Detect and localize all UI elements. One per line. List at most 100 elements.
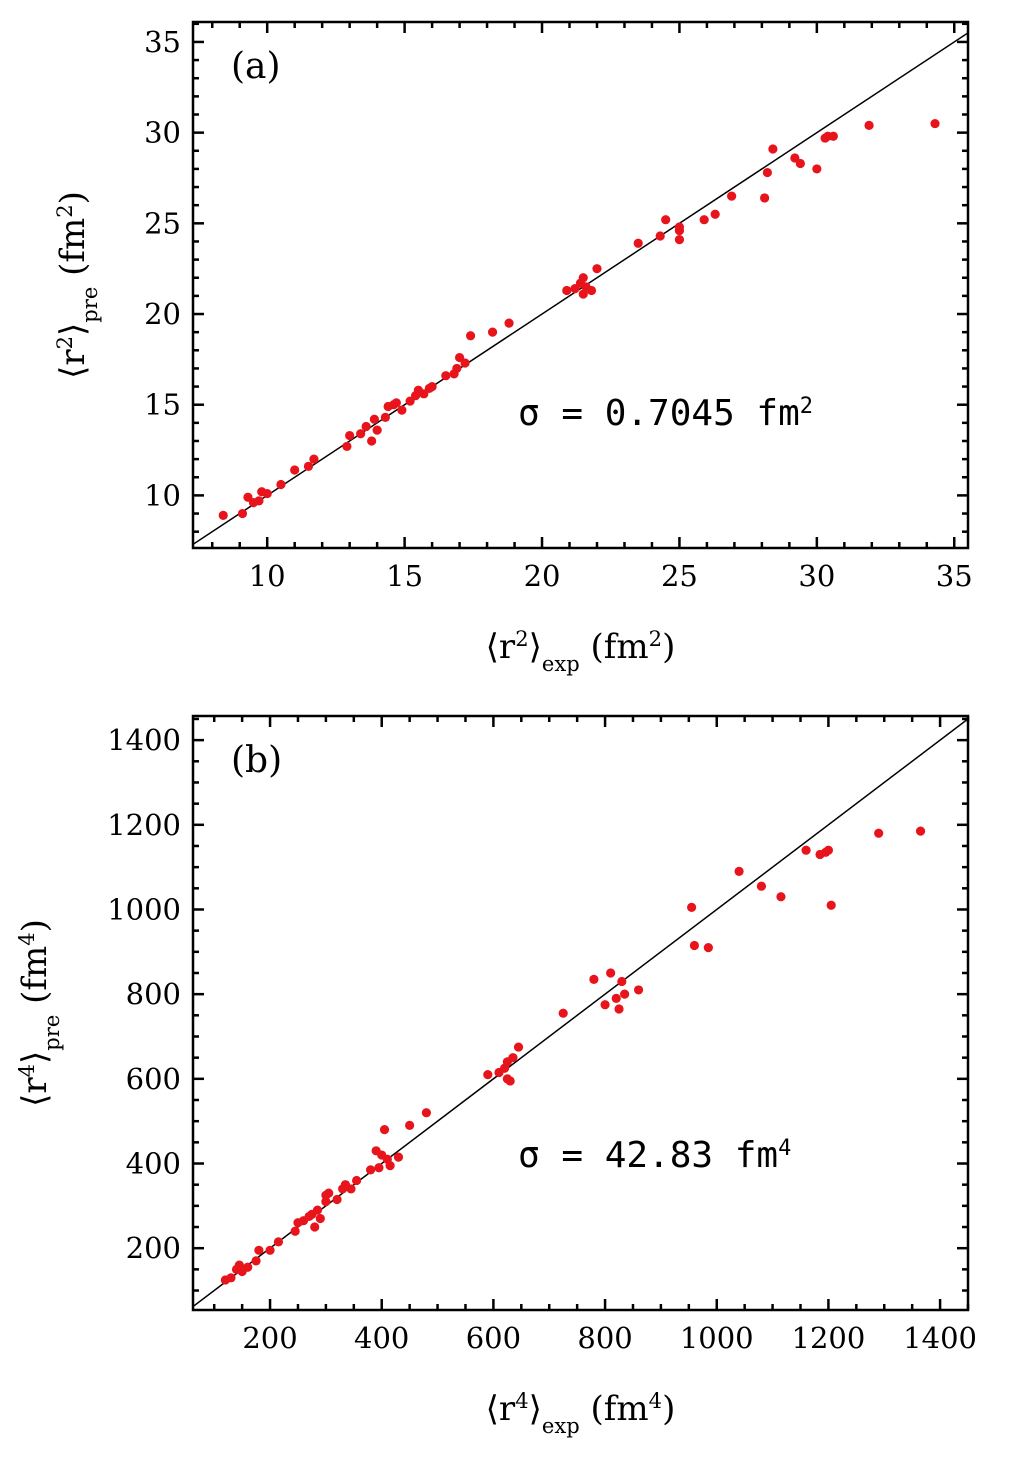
data-point [254, 496, 264, 506]
data-point [508, 1053, 518, 1063]
data-point [365, 1165, 376, 1175]
data-point [465, 331, 476, 341]
y-tick-label: 600 [126, 1062, 181, 1096]
label-part: 4 [515, 1388, 528, 1413]
y-tick-label: 10 [144, 478, 181, 512]
data-point [762, 167, 772, 178]
x-tick-label: 1400 [903, 1321, 977, 1355]
data-point [589, 974, 599, 984]
data-point [342, 441, 352, 452]
label-part: 2 [52, 336, 77, 349]
panel-a: 10 15 20 25 30 35 10 15 20 25 30 35 (a) σ = 0.7045 fm… [52, 20, 973, 676]
data-point [578, 289, 588, 299]
plot-frame [191, 714, 970, 1312]
label-part: ) [53, 191, 93, 204]
sigma-text: σ = 42.83 fm [518, 1135, 778, 1176]
label-part: ) [662, 627, 675, 667]
data-point [689, 940, 700, 951]
data-point [321, 1197, 331, 1207]
x-tick-label: 20 [524, 559, 561, 593]
label-part: ⟩ [15, 1051, 55, 1064]
data-point [391, 398, 401, 408]
data-point [703, 942, 713, 953]
data-point [226, 1273, 236, 1283]
sigma-annotation: σ = 0.7045 fm2 [518, 393, 813, 434]
y-tick-label: 35 [144, 25, 181, 59]
data-point [385, 1161, 395, 1171]
y-tick-label: 30 [144, 116, 181, 150]
data-point [633, 238, 643, 248]
data-point [756, 881, 767, 891]
label-part: ⟩ [529, 1389, 542, 1429]
data-point [290, 1226, 300, 1236]
data-point [930, 118, 940, 129]
x-tick-label: 15 [386, 559, 423, 593]
data-point [351, 1175, 362, 1186]
label-part: ⟨r [486, 1389, 516, 1429]
data-point [826, 900, 836, 910]
data-point [776, 892, 786, 902]
data-point [600, 1000, 610, 1010]
y-tick-label: 1000 [107, 892, 181, 926]
y-axis-label: ⟨r4⟩pre (fm4) [14, 919, 64, 1107]
panel-label: (a) [231, 46, 281, 87]
label-part: (fm [15, 946, 55, 1015]
y-tick-label: 400 [126, 1147, 181, 1181]
y-tick-label: 800 [126, 977, 181, 1011]
x-tick-label: 800 [577, 1321, 632, 1355]
x-tick-label: 25 [661, 559, 698, 593]
data-point [611, 993, 621, 1003]
data-point [251, 1256, 261, 1266]
data-point [218, 510, 228, 520]
data-point [262, 488, 272, 499]
data-point [361, 421, 371, 432]
data-point [265, 1245, 275, 1255]
label-part: ⟩ [53, 323, 93, 336]
data-point [254, 1245, 264, 1255]
panel-b: 200 400 600 800 1000 1200 1400 200 400 600 800 1000… [14, 714, 977, 1438]
data-point [460, 358, 470, 368]
data-point [674, 222, 685, 232]
data-point [345, 430, 355, 441]
data-point [760, 193, 770, 203]
data-point [367, 436, 377, 446]
label-part: (fm [580, 627, 649, 667]
data-point [310, 1222, 320, 1232]
label-part: ⟩ [529, 627, 542, 667]
label-part: pre [39, 1015, 64, 1051]
panel-label: (b) [231, 740, 282, 781]
data-point [606, 968, 616, 978]
data-point [617, 976, 627, 987]
sigma-annotation: σ = 42.83 fm4 [518, 1135, 791, 1176]
data-point [273, 1237, 284, 1247]
label-part: ⟨r [53, 349, 93, 379]
data-point [504, 318, 514, 328]
data-point [380, 412, 390, 423]
data-point [374, 1163, 384, 1173]
data-point [427, 381, 437, 392]
data-point [687, 902, 697, 912]
data-point [405, 1120, 415, 1131]
label-part: 2 [52, 204, 77, 217]
data-point [505, 1076, 515, 1086]
data-point [315, 1213, 325, 1224]
data-point [592, 264, 602, 274]
data-point [633, 985, 644, 995]
data-point [915, 826, 926, 836]
data-point [655, 231, 665, 241]
label-part: ⟨r [15, 1077, 55, 1107]
y-tick-label: 25 [144, 206, 181, 240]
data-point [346, 1184, 356, 1194]
data-point [699, 215, 709, 225]
x-tick-label: 200 [242, 1321, 297, 1355]
y-tick-label: 20 [144, 297, 181, 331]
data-point [801, 845, 811, 855]
data-point [710, 209, 720, 219]
data-point [768, 144, 778, 154]
x-tick-label: 30 [798, 559, 835, 593]
label-part: 4 [649, 1388, 662, 1413]
x-tick-label: 35 [936, 559, 973, 593]
data-point [558, 1008, 568, 1018]
data-point [237, 508, 248, 519]
